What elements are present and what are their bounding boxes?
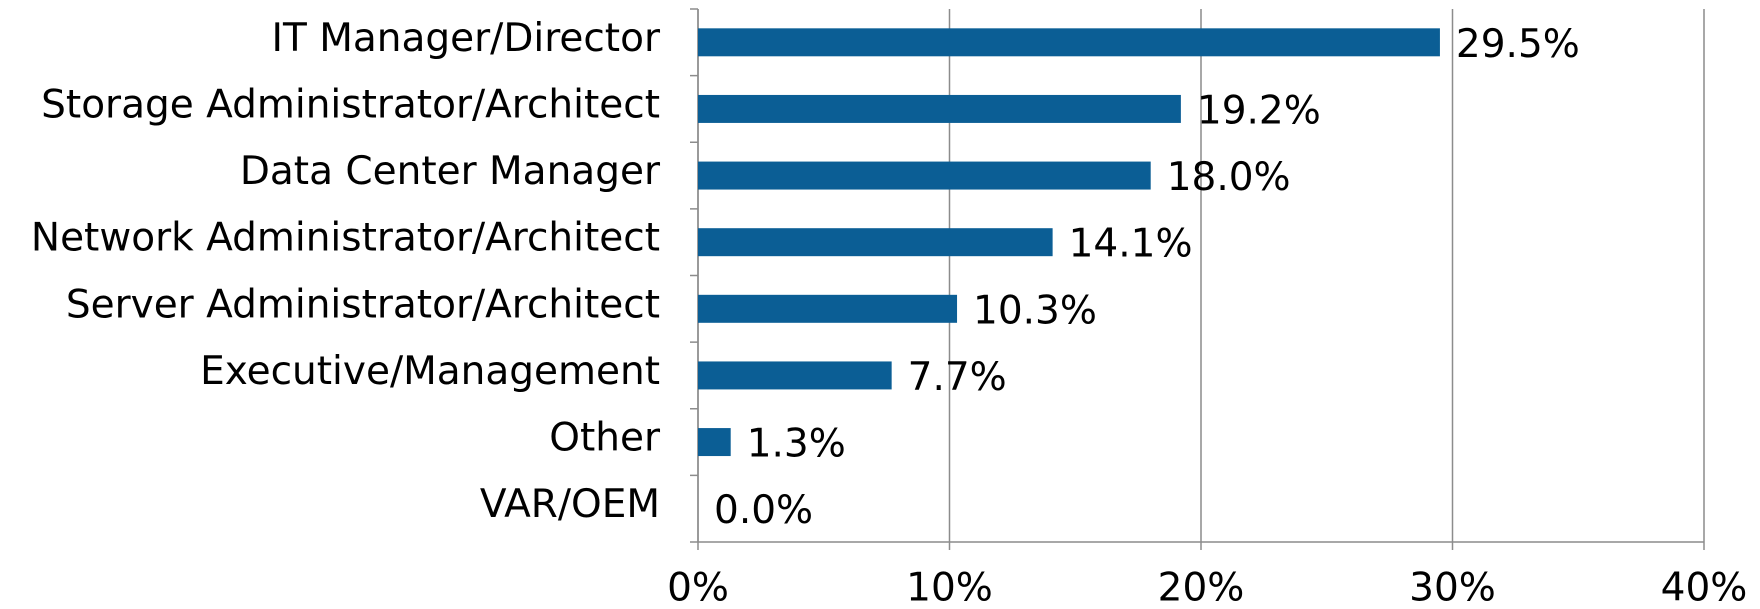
data-label: 14.1% (1069, 222, 1193, 267)
y-tick-label: VAR/OEM (480, 482, 660, 527)
data-label: 7.7% (908, 355, 1007, 400)
bar (698, 161, 1151, 190)
data-label: 0.0% (714, 488, 813, 533)
y-tick-label: Storage Administrator/Architect (41, 82, 660, 127)
bar (698, 428, 731, 457)
bar (698, 228, 1053, 257)
bar (698, 94, 1181, 123)
x-tick-label: 20% (1158, 566, 1245, 609)
y-tick-label: Network Administrator/Architect (31, 216, 660, 261)
bar (698, 361, 892, 390)
data-label: 10.3% (973, 288, 1097, 333)
x-tick-label: 0% (667, 566, 729, 609)
data-label: 29.5% (1456, 22, 1580, 67)
data-label: 19.2% (1197, 88, 1321, 133)
y-tick-label: Other (549, 416, 661, 461)
x-tick-label: 40% (1661, 566, 1748, 609)
y-tick-label: Server Administrator/Architect (66, 282, 660, 327)
y-tick-label: Executive/Management (200, 349, 660, 394)
x-tick-label: 30% (1409, 566, 1496, 609)
data-label: 18.0% (1167, 155, 1291, 200)
data-label: 1.3% (747, 422, 846, 467)
bar (698, 28, 1440, 57)
y-tick-label: Data Center Manager (240, 149, 661, 194)
bar (698, 294, 958, 323)
y-tick-label: IT Manager/Director (272, 16, 661, 61)
x-tick-label: 10% (906, 566, 993, 609)
